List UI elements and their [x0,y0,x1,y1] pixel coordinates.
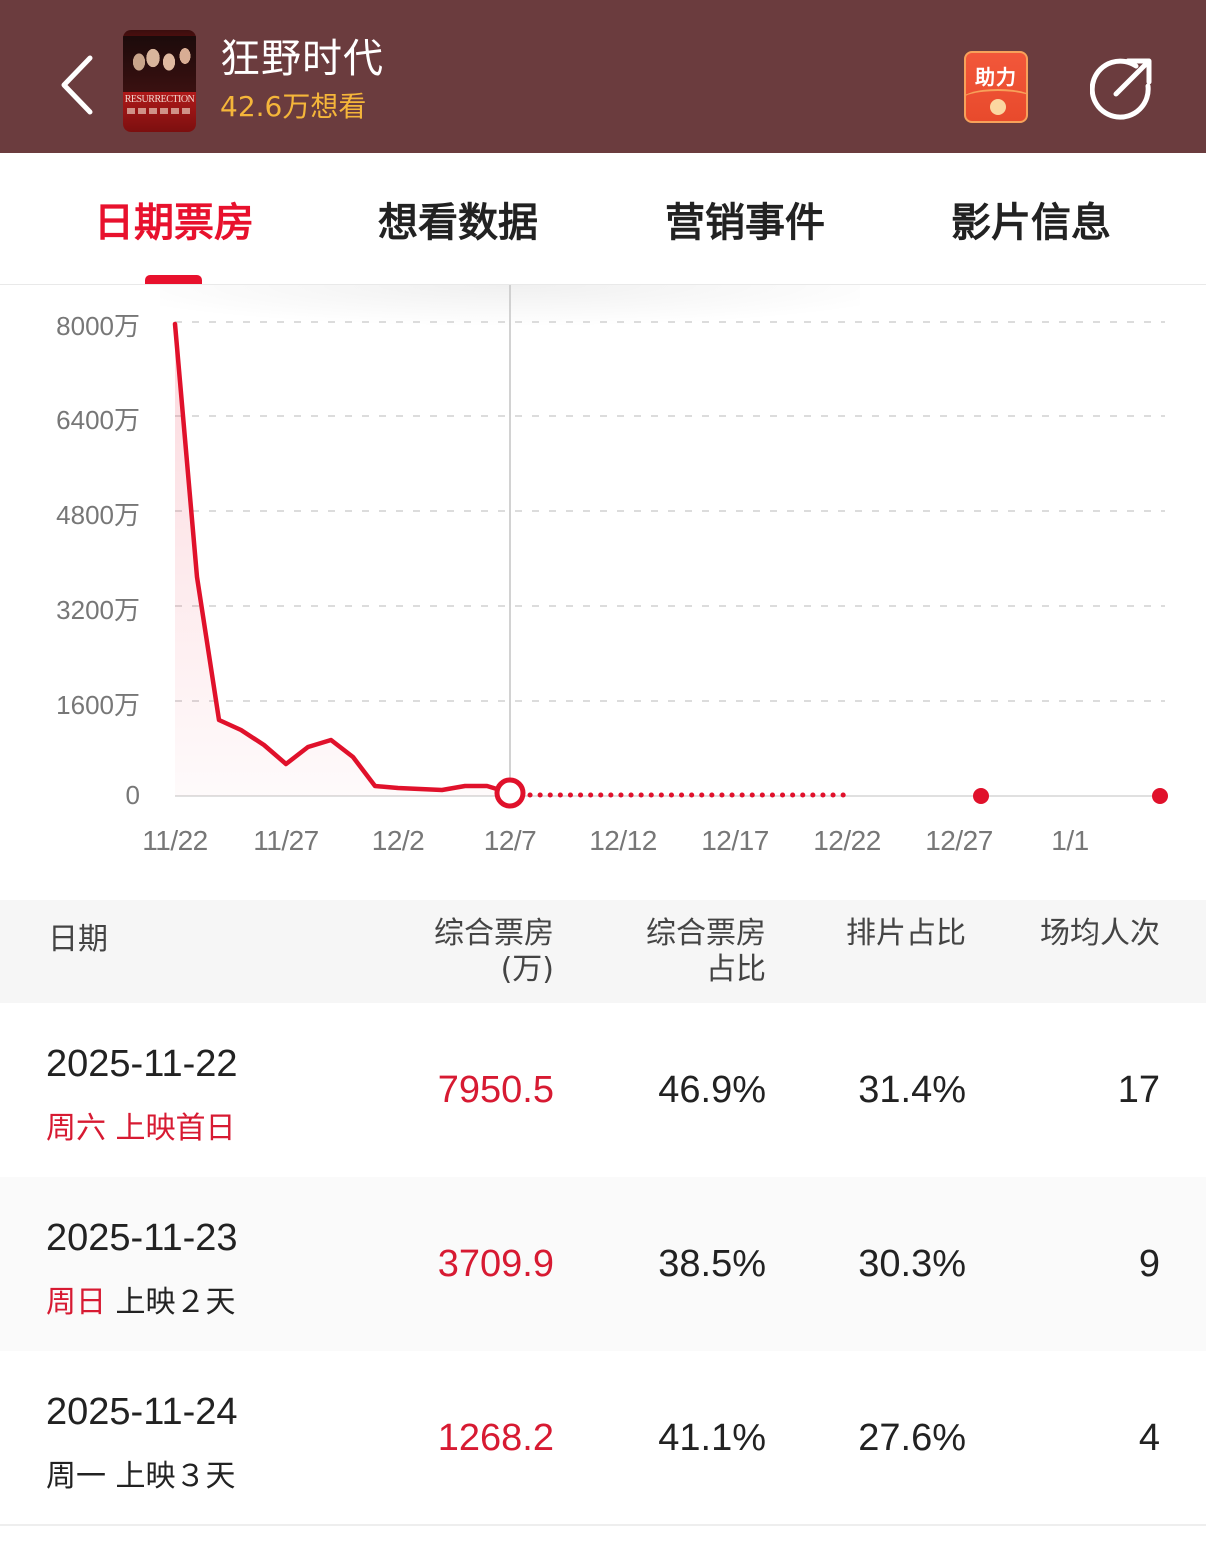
table-row[interactable]: 2025-11-23 周日 上映２天 3709.9 38.5% 30.3% 9 [0,1177,1206,1351]
help-boost-label: 助力 [975,65,1017,89]
column-header-date[interactable]: 日期 [48,922,108,957]
tabs-divider [0,284,1206,285]
x-tick: 12/7 [483,825,537,856]
row-box-office-share: 46.9% [658,1069,766,1111]
want-to-see-count: 42.6万想看 [220,90,367,123]
column-header-box-office-line2: (万) [500,952,554,987]
row-avg-attendance: 17 [1117,1069,1160,1111]
row-release-day: 上映首日 [115,1111,236,1146]
row-release-day: 上映２天 [115,1285,236,1320]
row-release-day: 上映３天 [115,1459,236,1494]
y-tick-1600: 1600万 [56,690,140,720]
chart-canvas [160,285,1168,809]
share-button[interactable] [1089,56,1156,122]
row-date: 2025-11-23 [46,1217,238,1259]
poster-title: RESURRECTION [124,94,195,105]
row-schedule-share: 31.4% [858,1069,966,1111]
column-header-schedule-share[interactable]: 排片占比 [846,916,966,951]
x-tick: 12/22 [813,825,881,856]
column-header-box-office-line1: 综合票房 [434,916,554,951]
row-date: 2025-11-24 [46,1391,238,1433]
column-header-box-office[interactable]: 综合票房 (万) [434,916,554,988]
y-tick-4800: 4800万 [56,500,140,530]
row-box-office-share: 41.1% [658,1417,766,1459]
row-weekday: 周一 [46,1459,106,1494]
y-tick-3200: 3200万 [56,595,140,625]
row-schedule-share: 30.3% [858,1243,966,1285]
row-date: 2025-11-22 [46,1043,238,1085]
row-avg-attendance: 4 [1138,1417,1160,1459]
x-tick: 12/17 [701,825,769,856]
poster-subtitle-decoration [127,108,192,114]
tab-want-to-see-data[interactable]: 想看数据 [378,200,538,246]
row-box-office: 7950.5 [437,1069,554,1111]
row-box-office: 1268.2 [437,1417,554,1459]
y-tick-6400: 6400万 [56,405,140,435]
table-row[interactable]: 2025-11-22 周六 上映首日 7950.5 46.9% 31.4% 17 [0,1003,1206,1177]
row-weekday: 周日 [46,1285,106,1320]
x-tick: 11/22 [142,825,208,856]
x-tick: 11/27 [253,825,319,856]
movie-poster[interactable]: RESURRECTION [123,30,196,132]
column-header-box-office-share[interactable]: 综合票房 占比 [646,916,766,988]
movie-header: RESURRECTION 狂野时代 42.6万想看 助力 [0,0,1206,153]
row-subtitle: 周日 上映２天 [46,1277,236,1321]
row-divider [0,1524,1206,1526]
row-avg-attendance: 9 [1138,1243,1160,1285]
row-schedule-share: 27.6% [858,1417,966,1459]
row-box-office-share: 38.5% [658,1243,766,1285]
x-tick: 12/27 [925,825,993,856]
column-header-share-line2: 占比 [706,952,766,987]
active-tab-indicator [145,275,202,285]
tab-marketing-events[interactable]: 营销事件 [665,200,825,246]
x-tick: 12/2 [371,825,425,856]
y-tick-8000: 8000万 [56,311,140,341]
chevron-left-icon [61,55,93,115]
table-header: 日期 综合票房 (万) 综合票房 占比 排片占比 场均人次 [0,900,1206,1003]
x-tick: 12/12 [589,825,657,856]
red-envelope-coin-icon [990,99,1006,115]
share-icon [1089,58,1152,120]
row-subtitle: 周一 上映３天 [46,1451,236,1495]
help-boost-button[interactable]: 助力 [964,51,1028,123]
box-office-chart[interactable]: 8000万 6400万 4800万 3200万 1600万 0 11/22 11… [0,285,1206,895]
row-weekday: 周六 [46,1111,106,1146]
tab-daily-box-office[interactable]: 日期票房 [94,200,254,246]
poster-image [123,36,196,92]
tab-movie-info[interactable]: 影片信息 [951,200,1111,246]
column-header-avg-attendance[interactable]: 场均人次 [1040,916,1160,951]
y-tick-0: 0 [125,780,140,810]
tab-bar: 日期票房 想看数据 营销事件 影片信息 [0,153,1206,285]
row-subtitle: 周六 上映首日 [46,1103,236,1147]
red-envelope-flap-icon [966,89,1026,121]
row-box-office: 3709.9 [437,1243,554,1285]
back-button[interactable] [52,50,102,120]
x-tick: 1/1 [1051,825,1089,856]
table-row[interactable]: 2025-11-24 周一 上映３天 1268.2 41.1% 27.6% 4 [0,1351,1206,1525]
movie-title: 狂野时代 [220,36,384,82]
column-header-share-line1: 综合票房 [646,916,766,951]
